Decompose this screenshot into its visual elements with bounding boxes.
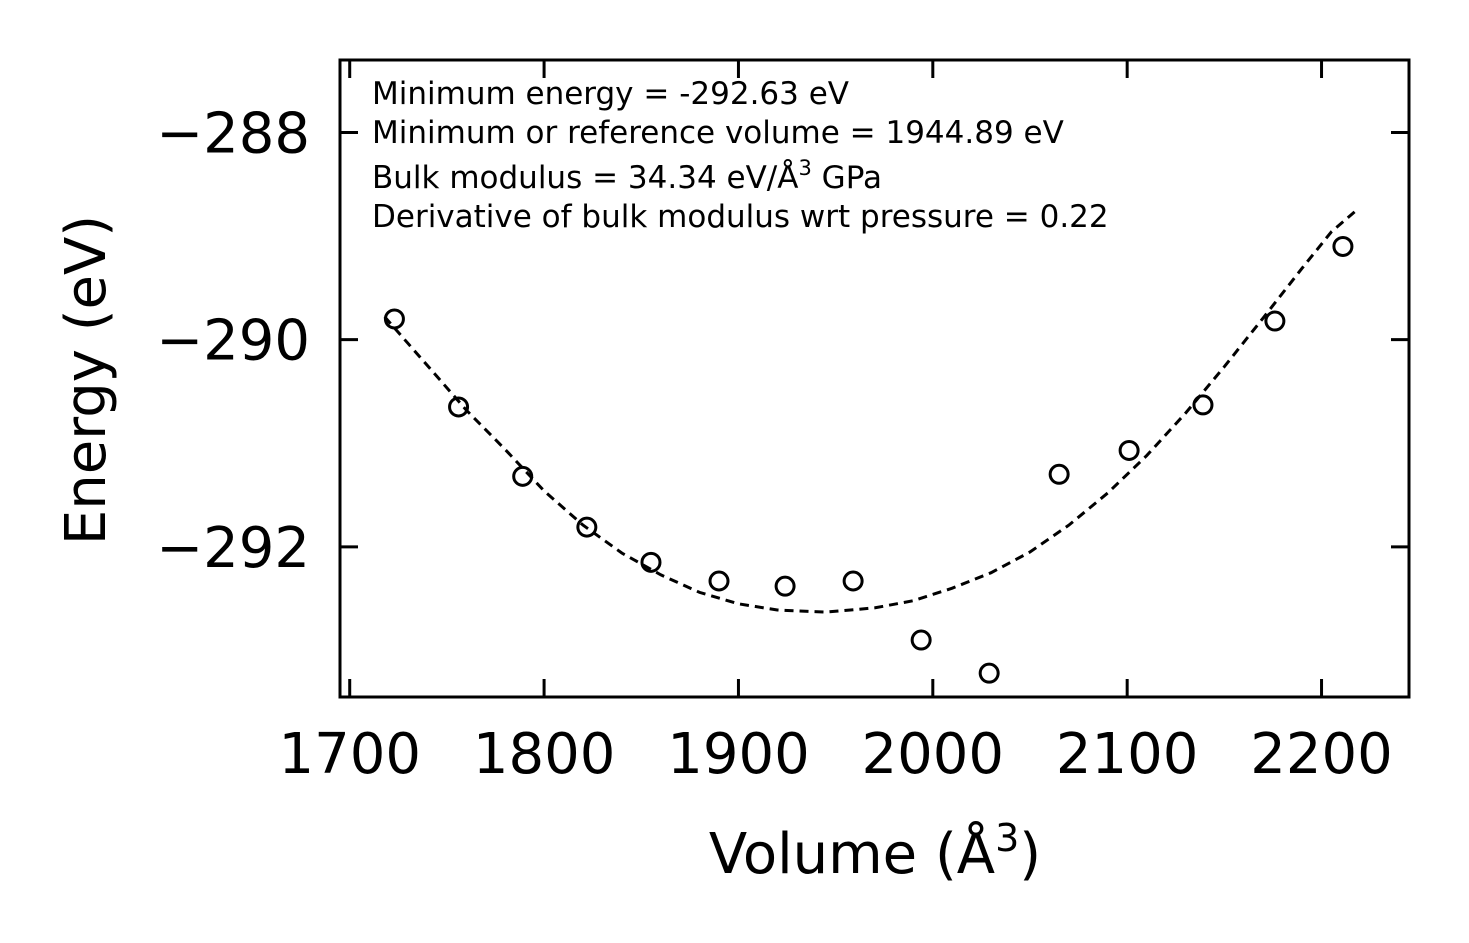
data-point bbox=[1264, 310, 1286, 332]
x-tick-label: 2200 bbox=[1250, 722, 1393, 787]
y-tick-label: −288 bbox=[156, 102, 310, 167]
annotation-min-energy: Minimum energy = -292.63 eV bbox=[372, 76, 849, 112]
y-axis-ticks: −288 −290 −292 bbox=[156, 102, 1409, 581]
x-axis-label-sup: 3 bbox=[995, 816, 1019, 860]
y-tick-label: −290 bbox=[156, 309, 310, 374]
annotation-min-volume: Minimum or reference volume = 1944.89 eV bbox=[372, 115, 1064, 151]
data-point bbox=[1332, 235, 1354, 257]
x-tick-label: 1700 bbox=[278, 722, 421, 787]
data-point bbox=[910, 629, 932, 651]
x-tick-label: 1900 bbox=[667, 722, 810, 787]
data-point bbox=[774, 575, 796, 597]
data-point bbox=[383, 308, 405, 330]
annotation-bulk-modulus: Bulk modulus = 34.34 eV/Å3 GPa bbox=[372, 156, 882, 196]
data-point bbox=[1048, 463, 1070, 485]
data-point bbox=[640, 551, 662, 573]
x-tick-label: 1800 bbox=[473, 722, 616, 787]
y-axis-label: Energy (eV) bbox=[54, 215, 119, 545]
x-axis-label-main: Volume (Å bbox=[709, 821, 995, 887]
data-points bbox=[383, 235, 1354, 684]
data-point bbox=[576, 516, 598, 538]
x-axis-label: Volume (Å3) bbox=[709, 816, 1041, 887]
data-point bbox=[512, 465, 534, 487]
data-point bbox=[1192, 394, 1214, 416]
x-axis-label-close: ) bbox=[1019, 822, 1041, 887]
data-point bbox=[842, 570, 864, 592]
annotation-bulk-modulus-unit: GPa bbox=[812, 160, 882, 196]
annotation-bulk-modulus-main: Bulk modulus = 34.34 eV/Å bbox=[372, 160, 798, 196]
data-point bbox=[448, 396, 470, 418]
y-tick-label: −292 bbox=[156, 516, 310, 581]
plot-frame bbox=[338, 58, 1411, 699]
annotation-derivative: Derivative of bulk modulus wrt pressure … bbox=[372, 199, 1109, 235]
x-tick-label: 2100 bbox=[1056, 722, 1199, 787]
fit-curve bbox=[383, 209, 1358, 614]
data-point bbox=[708, 570, 730, 592]
data-point bbox=[1118, 439, 1140, 461]
annotation-bulk-modulus-sup: 3 bbox=[798, 156, 811, 180]
x-axis-ticks: 1700 1800 1900 2000 2100 2200 bbox=[278, 60, 1393, 787]
x-tick-label: 2000 bbox=[862, 722, 1005, 787]
data-point bbox=[978, 662, 1000, 684]
